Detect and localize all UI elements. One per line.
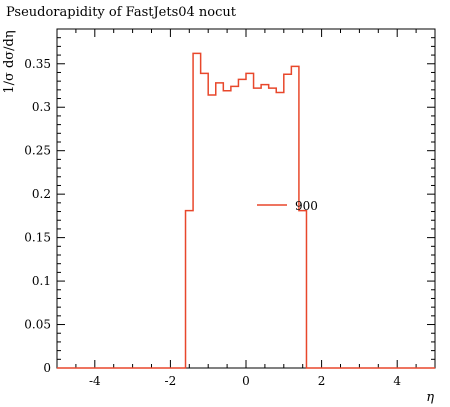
y-tick-label: 0.35 — [24, 57, 51, 71]
x-tick-label: -2 — [165, 374, 177, 388]
x-ticks: -4 -2 0 2 4 — [56, 29, 436, 388]
y-axis-label: 1/σ dσ/dη — [2, 30, 17, 93]
y-ticks: 0 0.05 0.1 0.15 0.2 0.25 0.3 0.35 — [24, 37, 435, 375]
legend: 900 — [257, 199, 318, 213]
x-tick-label: 2 — [318, 374, 326, 388]
x-tick-label: 4 — [393, 374, 401, 388]
y-tick-label: 0.2 — [32, 187, 51, 201]
chart-title: Pseudorapidity of FastJets04 nocut — [6, 5, 237, 20]
series-layer — [57, 52, 435, 369]
y-tick-label: 0.3 — [32, 100, 51, 114]
y-tick-label: 0 — [43, 361, 51, 375]
x-axis-label: η — [426, 390, 434, 405]
legend-label: 900 — [295, 199, 318, 213]
y-tick-label: 0.15 — [24, 231, 51, 245]
series-line — [57, 52, 435, 369]
y-tick-label: 0.05 — [24, 318, 51, 332]
y-tick-label: 0.25 — [24, 144, 51, 158]
y-tick-label: 0.1 — [32, 274, 51, 288]
x-tick-label: -4 — [89, 374, 101, 388]
x-tick-label: 0 — [242, 374, 250, 388]
